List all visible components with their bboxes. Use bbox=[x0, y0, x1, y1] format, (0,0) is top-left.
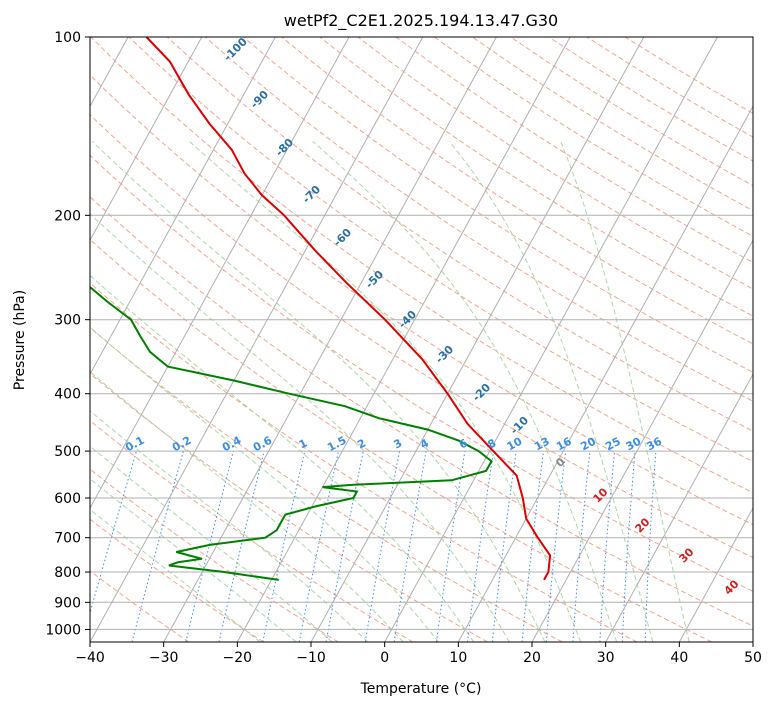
x-tick-label: 30 bbox=[597, 650, 615, 666]
mixing-ratio-line bbox=[491, 451, 517, 642]
y-tick-label: 300 bbox=[54, 313, 81, 329]
background-lines bbox=[90, 37, 753, 642]
axis-ticks: −40 −30 −20 −10 0 10 20 30 40 50 100 200 300 400 500 60… bbox=[45, 30, 762, 666]
mixing-ratio-label: 36 bbox=[644, 435, 664, 454]
isotherm-line bbox=[384, 37, 718, 642]
isotherm-line bbox=[90, 37, 350, 510]
chart-title: wetPf2_C2E1.2025.194.13.47.G30 bbox=[284, 11, 558, 31]
isotherm-line bbox=[90, 37, 276, 376]
dry-adiabat-line bbox=[90, 372, 488, 642]
dry-adiabat-line bbox=[243, 37, 753, 373]
isotherm-line bbox=[531, 239, 753, 642]
y-tick-label: 400 bbox=[54, 387, 81, 403]
y-tick-label: 600 bbox=[54, 491, 81, 507]
isotherm-line bbox=[90, 37, 203, 242]
dry-adiabat-line bbox=[281, 37, 753, 345]
x-tick-label: 40 bbox=[670, 650, 688, 666]
dry-adiabat-line bbox=[90, 282, 638, 642]
dry-adiabat-line bbox=[204, 37, 753, 402]
dry-adiabat-line bbox=[90, 37, 753, 494]
mixing-ratio-label: 16 bbox=[554, 435, 574, 454]
temperature-profile-line bbox=[145, 37, 552, 581]
isotherm-line bbox=[678, 506, 753, 642]
mixing-ratio-label: 13 bbox=[532, 435, 552, 454]
y-tick-label: 100 bbox=[54, 30, 81, 46]
dry-adiabat-line bbox=[319, 37, 753, 317]
x-tick-label: −40 bbox=[75, 650, 105, 666]
x-tick-label: 0 bbox=[380, 650, 389, 666]
dry-adiabat-line bbox=[90, 518, 264, 642]
y-tick-label: 500 bbox=[54, 444, 81, 460]
mixing-ratio-line bbox=[467, 451, 494, 642]
mixing-ratio-line bbox=[90, 450, 137, 615]
y-tick-label: 200 bbox=[54, 208, 81, 224]
mixing-ratio-line bbox=[218, 450, 265, 642]
isotherm-line bbox=[90, 37, 424, 642]
mixing-ratio-line bbox=[572, 451, 591, 642]
mixing-ratio-line bbox=[545, 451, 567, 642]
y-tick-label: 1000 bbox=[45, 622, 81, 638]
mixing-ratio-line bbox=[185, 450, 234, 642]
mixing-ratio-line bbox=[262, 450, 306, 642]
y-axis-label: Pressure (hPa) bbox=[12, 290, 28, 390]
mixing-ratio-label: 30 bbox=[624, 435, 644, 454]
x-tick-label: 20 bbox=[523, 650, 541, 666]
mixing-ratio-label: 25 bbox=[603, 435, 623, 454]
isotherm-line bbox=[310, 37, 645, 642]
isotherm-line bbox=[605, 373, 753, 642]
dry-adiabat-line bbox=[90, 570, 190, 642]
isotherm-line bbox=[457, 105, 753, 642]
profile-lines bbox=[90, 37, 552, 581]
plot-frame bbox=[89, 36, 754, 643]
dry-adiabat-line bbox=[128, 37, 753, 463]
dry-adiabat-line bbox=[90, 196, 753, 627]
isotherm-line bbox=[163, 37, 497, 642]
x-axis-label: Temperature (°C) bbox=[360, 681, 482, 697]
mixing-ratio-label: 10 bbox=[505, 435, 525, 454]
dry-adiabat-line bbox=[90, 468, 339, 642]
x-tick-label: −30 bbox=[149, 650, 179, 666]
x-tick-label: −10 bbox=[296, 650, 326, 666]
dry-adiabat-line bbox=[90, 74, 753, 526]
mixing-ratio-line bbox=[521, 451, 545, 642]
dewpoint-profile-line bbox=[90, 285, 493, 581]
x-tick-label: 10 bbox=[449, 650, 467, 666]
dry-adiabat-line bbox=[90, 114, 753, 559]
x-tick-label: −20 bbox=[223, 650, 253, 666]
dry-adiabat-line bbox=[90, 154, 753, 592]
y-tick-label: 900 bbox=[54, 595, 81, 611]
mixing-ratio-label: 20 bbox=[578, 435, 598, 454]
dry-adiabat-line bbox=[90, 238, 712, 642]
x-tick-label: 50 bbox=[744, 650, 762, 666]
y-tick-label: 800 bbox=[54, 565, 81, 581]
mixing-ratio-line bbox=[435, 451, 466, 642]
y-tick-label: 700 bbox=[54, 531, 81, 547]
